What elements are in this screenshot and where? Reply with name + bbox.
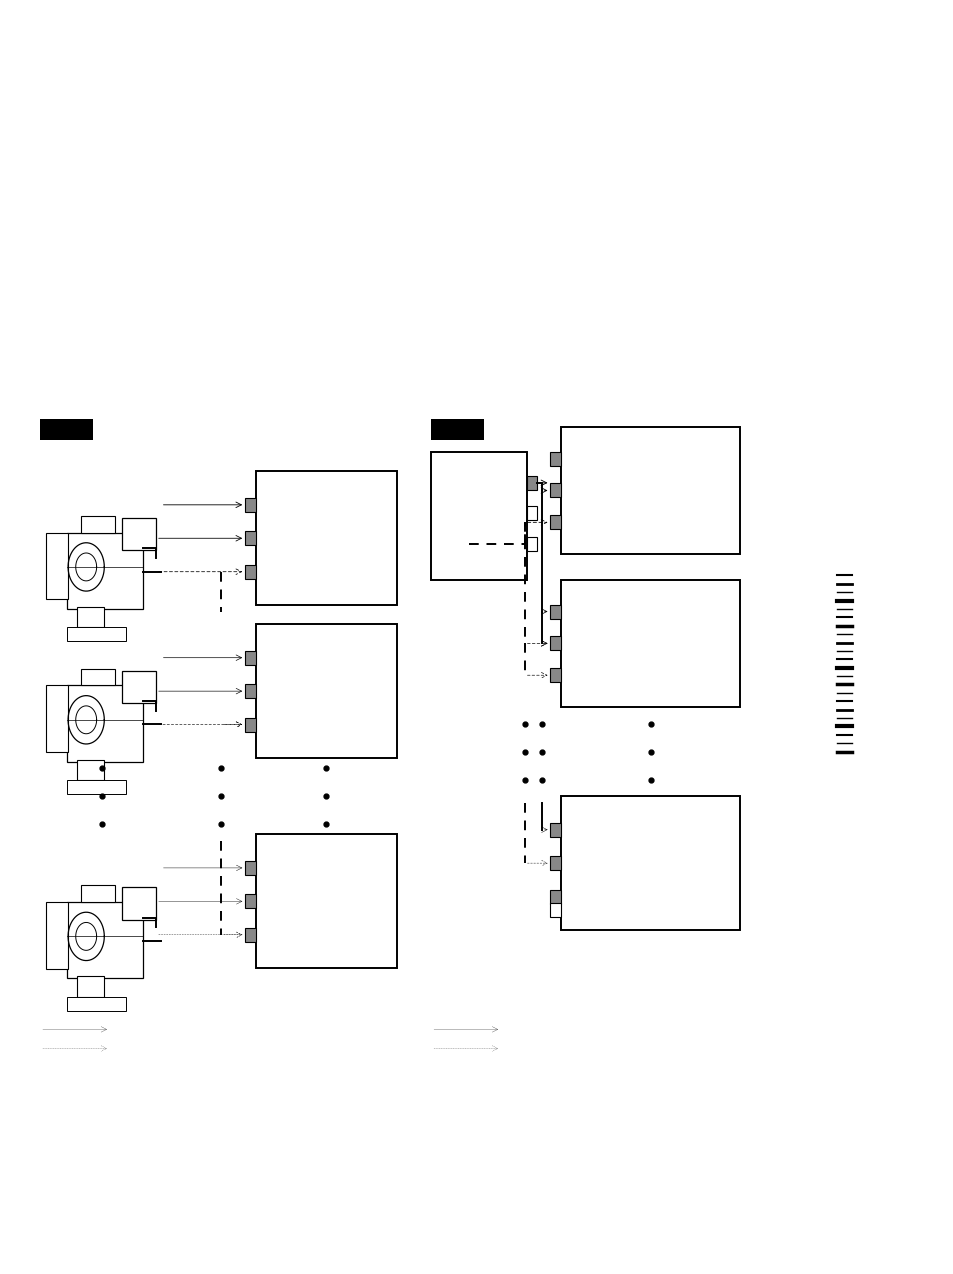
Bar [550,856,560,870]
Bar [550,605,560,619]
Bar [255,834,396,968]
Bar [550,889,560,903]
Bar [431,452,526,580]
Bar [80,516,115,533]
Bar [67,533,143,609]
Bar [77,976,104,996]
Bar [77,606,104,627]
Bar [245,531,255,545]
Bar [245,651,255,665]
Bar [431,419,483,440]
Bar [550,516,560,530]
Bar [40,419,92,440]
Bar [67,685,143,762]
Bar [67,780,126,794]
Bar [550,452,560,466]
Bar [245,564,255,578]
Bar [122,887,155,920]
Bar [67,627,126,641]
Bar [67,902,143,978]
Bar [560,427,740,554]
Bar [122,670,155,703]
Bar [255,471,396,605]
Bar [550,637,560,650]
Bar [550,484,560,498]
Bar [526,538,537,550]
Bar [67,996,126,1010]
Bar [245,684,255,698]
Bar [46,533,68,600]
Bar [245,498,255,512]
Bar [526,506,537,520]
Bar [255,624,396,758]
Bar [46,902,68,970]
Bar [245,927,255,941]
Bar [245,717,255,731]
Bar [550,823,560,837]
Bar [77,759,104,780]
Bar [46,685,68,753]
Bar [245,894,255,908]
Bar [526,476,537,490]
Bar [80,885,115,902]
Bar [80,669,115,685]
Bar [122,517,155,550]
Bar [245,861,255,875]
Bar [550,668,560,683]
Bar [550,903,560,917]
Bar [560,580,740,707]
Bar [560,796,740,930]
